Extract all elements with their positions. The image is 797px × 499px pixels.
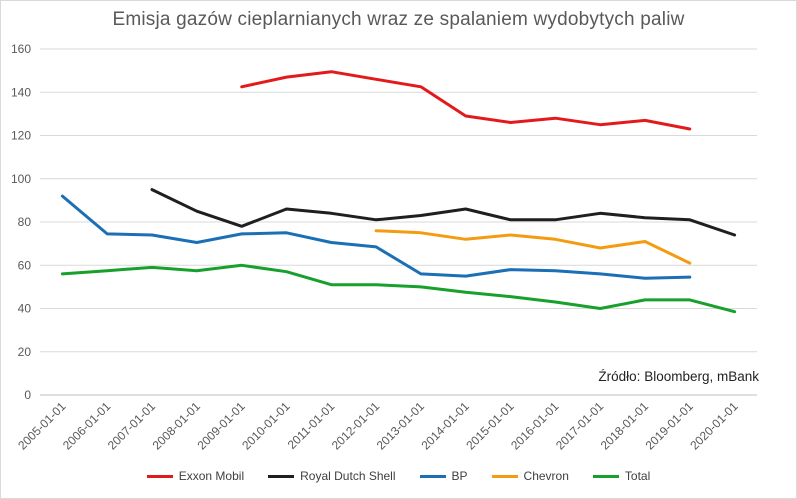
legend-swatch: [146, 474, 173, 478]
legend-item-bp: BP: [419, 469, 468, 483]
legend-item-total: Total: [592, 469, 651, 483]
legend-swatch: [592, 474, 619, 478]
y-tick-label: 60: [18, 258, 32, 272]
x-axis-ticks: 2005-01-012006-01-012007-01-012008-01-01…: [15, 399, 741, 453]
chart-title: Emisja gazów cieplarnianych wraz ze spal…: [112, 9, 685, 30]
y-axis-ticks: 0 20 40 60 80 100 120 140 160: [11, 42, 31, 402]
series-line-exxon-mobil: [240, 70, 692, 131]
legend-label: Total: [624, 469, 651, 483]
series-line-bp: [60, 194, 692, 280]
y-tick-label: 40: [18, 302, 32, 316]
y-tick-label: 20: [18, 345, 32, 359]
x-tick-label: 2010-01-01: [239, 399, 293, 453]
source-note: Źródło: Bloomberg, mBank: [598, 369, 759, 384]
legend-item-exxon-mobil: Exxon Mobil: [146, 469, 245, 483]
legend-label: Chevron: [523, 469, 569, 483]
y-tick-label: 140: [11, 85, 31, 99]
series-lines: [60, 70, 737, 314]
y-tick-label: 120: [11, 129, 31, 143]
y-tick-label: 0: [24, 388, 31, 402]
series-line-total: [60, 263, 737, 314]
x-tick-label: 2020-01-01: [687, 399, 741, 453]
series-line-chevron: [374, 229, 692, 265]
legend-item-chevron: Chevron: [491, 469, 569, 483]
legend: Exxon Mobil Royal Dutch Shell BP Chevron Tot…: [0, 469, 797, 483]
legend-swatch: [491, 474, 518, 478]
legend-item-royal-dutch-shell: Royal Dutch Shell: [268, 469, 396, 483]
series-line-royal-dutch-shell: [150, 188, 737, 237]
gridlines: [40, 48, 757, 396]
legend-swatch: [268, 474, 295, 478]
legend-label: BP: [451, 469, 468, 483]
y-tick-label: 160: [11, 42, 31, 56]
y-tick-label: 100: [11, 172, 31, 186]
legend-label: Royal Dutch Shell: [300, 469, 396, 483]
legend-label: Exxon Mobil: [178, 469, 245, 483]
y-tick-label: 80: [18, 215, 32, 229]
legend-swatch: [419, 474, 446, 478]
